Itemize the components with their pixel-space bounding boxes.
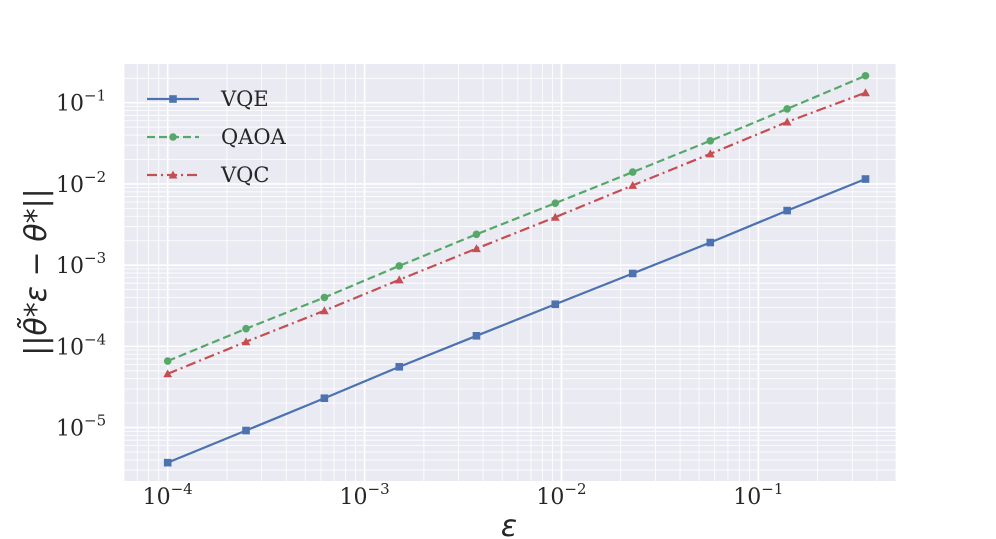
plot-area — [124, 64, 896, 481]
data-point-vqe — [551, 300, 560, 309]
series-line-qaoa — [167, 74, 866, 363]
data-point-vqe — [472, 331, 481, 340]
data-point-qaoa — [783, 105, 791, 113]
data-point-vqc — [472, 244, 481, 253]
legend-label-vqc: VQC — [220, 163, 269, 187]
legend: VQE QAOA VQC — [147, 87, 287, 187]
y-tick-label: 10−4 — [56, 330, 106, 360]
legend-marker-vqc — [168, 170, 178, 179]
x-tick-label: 10−2 — [536, 480, 586, 510]
data-point-qaoa — [706, 136, 715, 145]
legend-marker-qaoa — [169, 133, 177, 141]
data-point-qaoa — [628, 168, 637, 176]
data-point-qaoa — [163, 357, 172, 365]
legend-label-qaoa: QAOA — [221, 125, 287, 149]
data-point-vqc — [319, 306, 329, 315]
data-point-vqc — [394, 275, 404, 284]
series-layer — [163, 71, 870, 467]
series-line-vqe — [167, 178, 866, 464]
series-vqe — [163, 175, 870, 467]
data-point-vqe — [242, 426, 250, 435]
data-point-qaoa — [472, 230, 481, 239]
minor-grid — [123, 64, 897, 481]
data-point-vqe — [628, 269, 637, 278]
data-point-vqe — [706, 238, 715, 247]
y-tick-label: 10−1 — [56, 87, 106, 117]
data-point-vqc — [628, 181, 638, 189]
data-point-vqe — [320, 394, 329, 403]
series-line-vqc — [167, 91, 866, 375]
y-axis-label: ||θ̃*ε − θ*|| — [18, 188, 54, 356]
data-point-vqe — [395, 363, 404, 371]
x-axis-label: ε — [501, 509, 517, 539]
data-point-vqc — [241, 337, 251, 346]
legend-marker-vqe — [169, 95, 177, 103]
y-axis-ticks: 10−5 10−4 10−3 10−2 10−1 — [56, 87, 106, 442]
data-point-vqc — [705, 149, 715, 158]
data-point-qaoa — [551, 199, 560, 207]
data-point-vqc — [550, 212, 560, 221]
x-tick-label: 10−3 — [340, 480, 390, 510]
data-point-qaoa — [320, 293, 329, 302]
data-point-vqe — [163, 458, 172, 467]
data-point-qaoa — [861, 71, 870, 80]
x-axis-ticks: 10−4 10−3 10−2 10−1 — [143, 480, 784, 510]
x-tick-label: 10−1 — [733, 480, 783, 510]
y-tick-label: 10−2 — [56, 168, 106, 198]
legend-item-vqc: VQC — [147, 163, 269, 187]
series-qaoa — [163, 71, 870, 365]
legend-item-vqe: VQE — [147, 87, 269, 111]
x-tick-label: 10−4 — [143, 480, 193, 510]
data-point-vqc — [861, 88, 870, 97]
data-point-qaoa — [395, 262, 404, 270]
data-point-qaoa — [242, 324, 250, 333]
data-point-vqc — [163, 369, 173, 378]
data-point-vqe — [783, 206, 791, 215]
data-point-vqe — [861, 175, 870, 183]
data-point-vqc — [782, 117, 792, 126]
y-tick-label: 10−3 — [56, 249, 106, 279]
legend-label-vqe: VQE — [220, 87, 269, 111]
series-vqc — [163, 88, 870, 378]
legend-item-qaoa: QAOA — [147, 125, 287, 149]
y-tick-label: 10−5 — [56, 412, 106, 442]
